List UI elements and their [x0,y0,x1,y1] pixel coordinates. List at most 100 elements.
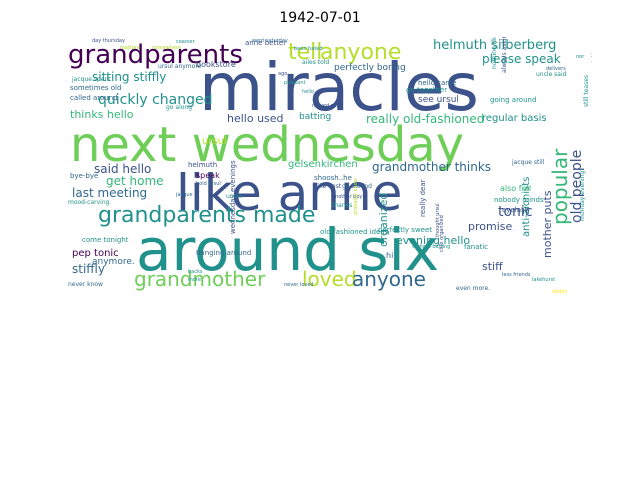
cloud-word: stiffly [72,262,105,276]
cloud-word: lakehurst [532,277,556,283]
cloud-word: anyone [352,267,426,291]
cloud-word: been hated [294,46,323,52]
cloud-word: delivers [546,66,566,72]
cloud-word: anymore. [92,257,135,267]
cloud-word: really old-fashioned [366,112,485,126]
cloud-word: promise [468,220,513,233]
cloud-word: jacque spent [72,76,111,83]
cloud-word: get home [106,174,164,188]
cloud-word: thanks [332,202,353,209]
cloud-word: miracles [199,49,479,126]
cloud-word: uncle said [536,71,567,78]
cloud-word: stiff [482,260,503,273]
cloud-word: come tonight [82,236,129,244]
cloud-word: said hello [94,162,152,176]
cloud-word: went saturday [252,38,288,44]
cloud-word: ursul [202,136,227,147]
cloud-word: evening hello [396,234,471,247]
cloud-word: helmuth silberberg [433,38,557,53]
cloud-word: also full [500,184,532,193]
cloud-word: speak [196,171,220,180]
cloud-word: really dear [419,179,427,218]
cloud-word: backs [188,269,203,275]
cloud-word: nobody minds [494,196,544,204]
cloud-word: grandmother thinks [372,160,492,174]
cloud-word: ursul anymore [158,63,202,70]
cloud-word: loved [302,267,357,291]
cloud-word: perfectly sweet [378,226,433,234]
cloud-word: eyelash [502,206,530,214]
cloud-word: go together [406,86,448,94]
cloud-word: never loved [284,282,314,288]
cloud-word: uncle [226,193,243,200]
cloud-word: always asking [501,37,508,73]
cloud-word: nor [576,54,585,60]
cloud-word: monday evening [579,170,586,221]
cloud-word: hello came [418,79,457,87]
cloud-word: another boy [332,194,363,200]
cloud-word: pleasant [284,80,306,86]
cloud-word: hi [386,251,394,260]
cloud-word: jacque [176,192,193,198]
cloud-word: without batting [412,244,451,250]
cloud-word: daddy [552,289,568,295]
cloud-word: sometimes old [70,84,122,92]
cloud-word: grandmother [134,267,266,291]
cloud-word: club organized [439,215,445,252]
cloud-word: coarser [176,39,195,45]
cloud-word: moved stiff [312,103,341,109]
cloud-word: tell [288,40,323,65]
cloud-word: grandparents made [98,203,316,228]
cloud-word: never know [68,281,103,288]
cloud-word: perfectly boring [334,63,406,73]
cloud-word: around six [136,216,440,284]
cloud-word: going around [490,96,537,104]
cloud-word: organized [377,192,390,247]
cloud-word: more. [188,277,203,283]
cloud-word: grandparents [68,40,243,70]
cloud-word: still teases [583,74,590,107]
cloud-word: go behind [342,183,372,190]
cloud-word: next wednesday [70,117,465,173]
cloud-word: bookstore [196,60,236,69]
cloud-word: ailes told [302,59,330,66]
cloud-word: less friends [502,272,531,278]
cloud-word: old-fashioned ideas [320,228,389,236]
cloud-word: like anne [176,164,403,222]
cloud-word: ago [278,71,288,77]
cloud-word: last meeting [72,186,148,200]
cloud-word: pep tonic [72,248,119,259]
cloud-word: jacque still [512,159,545,166]
cloud-word: thinks hello [70,108,134,121]
cloud-word: go along [166,104,193,111]
cloud-word: probably know [353,178,359,215]
cloud-word: matters [120,45,140,51]
cloud-word: tonic [498,204,533,220]
cloud-word: fanatic [464,243,489,251]
cloud-word: bold ursul [196,181,221,187]
figure-title: 1942-07-01 [279,10,361,26]
cloud-word: bye-bye [70,172,99,180]
cloud-word: anne better [245,39,287,47]
cloud-word: hanging around [196,249,252,257]
cloud-word: even more. [456,285,491,292]
cloud-word: day thursday [92,38,125,44]
cloud-word: quickly changed [98,92,213,108]
cloud-word: shoosh..he [314,174,352,182]
cloud-word: helmuth [188,161,218,169]
cloud-word: anyone [320,40,402,65]
cloud-word: somewhere [152,45,181,51]
cloud-word: sitting stiffly [92,70,167,84]
cloud-word: gelsenkirchen [288,159,358,170]
cloud-word: please speak [482,52,561,66]
cloud-word: hello [302,89,315,95]
cloud-word: like best [316,183,342,190]
cloud-word: called around [70,94,118,102]
cloud-word: nothing like [491,37,498,69]
cloud-word: see ursul [418,95,459,105]
cloud-word: batting [299,112,332,122]
cloud-word: mood-carving [68,199,110,206]
cloud-word: hello used [227,112,284,125]
cloud-word: regular basis [482,113,547,124]
